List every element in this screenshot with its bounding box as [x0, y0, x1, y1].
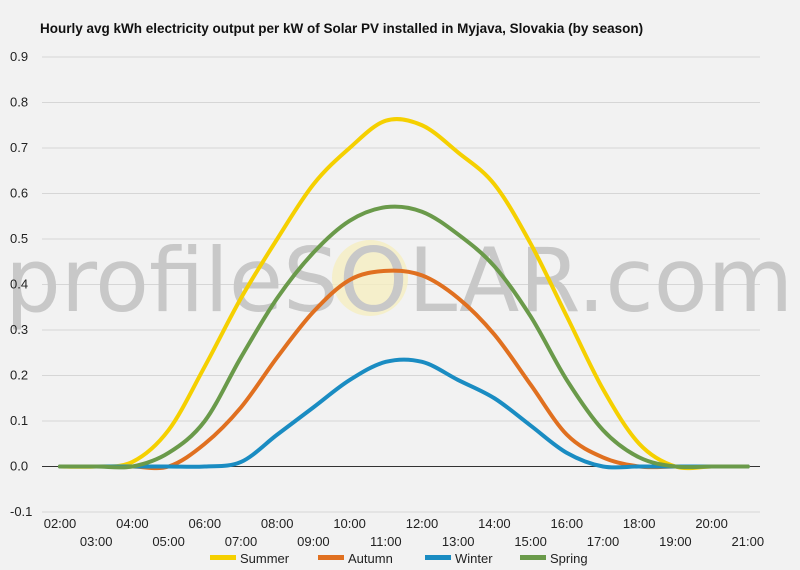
x-tick-label: 15:00 [514, 534, 547, 549]
legend-label: Spring [550, 551, 588, 566]
x-tick-label: 12:00 [406, 516, 439, 531]
y-tick-label: 0.4 [10, 277, 28, 292]
legend-swatch [425, 555, 451, 560]
x-tick-label: 10:00 [333, 516, 366, 531]
x-tick-label: 08:00 [261, 516, 294, 531]
x-tick-label: 21:00 [732, 534, 765, 549]
y-tick-label: 0.3 [10, 322, 28, 337]
x-tick-label: 17:00 [587, 534, 620, 549]
x-tick-label: 09:00 [297, 534, 330, 549]
x-tick-label: 13:00 [442, 534, 475, 549]
series-line-summer [58, 117, 750, 471]
y-tick-label: 0.0 [10, 459, 28, 474]
watermark-text: profileSOLAR.com [5, 229, 793, 332]
legend-label: Winter [455, 551, 493, 566]
y-tick-label: 0.6 [10, 186, 28, 201]
series-line-winter [58, 357, 750, 470]
chart-title: Hourly avg kWh electricity output per kW… [40, 21, 643, 36]
legend-label: Summer [240, 551, 290, 566]
y-tick-label: 0.8 [10, 95, 28, 110]
y-axis: -0.1 0.0 0.1 0.2 0.3 0.4 0.5 0.6 0.7 0.8 0.9 [10, 49, 32, 519]
legend-swatch [520, 555, 546, 560]
x-tick-label: 04:00 [116, 516, 149, 531]
y-tick-label: 0.1 [10, 413, 28, 428]
x-tick-label: 19:00 [659, 534, 692, 549]
x-tick-label: 07:00 [225, 534, 258, 549]
x-tick-label: 06:00 [189, 516, 222, 531]
series-line-spring [58, 204, 750, 470]
legend: Summer Autumn Winter Spring [210, 551, 588, 566]
x-tick-label: 02:00 [44, 516, 77, 531]
x-tick-label: 20:00 [695, 516, 728, 531]
x-tick-label: 14:00 [478, 516, 511, 531]
legend-swatch [318, 555, 344, 560]
y-tick-label: 0.5 [10, 231, 28, 246]
watermark: profileSOLAR.com [5, 229, 793, 332]
x-tick-label: 05:00 [152, 534, 185, 549]
y-tick-label: 0.9 [10, 49, 28, 64]
legend-label: Autumn [348, 551, 393, 566]
legend-swatch [210, 555, 236, 560]
y-tick-label: -0.1 [10, 504, 32, 519]
y-tick-label: 0.2 [10, 368, 28, 383]
x-tick-label: 16:00 [551, 516, 584, 531]
y-tick-label: 0.7 [10, 140, 28, 155]
watermark-sun-icon [332, 240, 408, 316]
x-tick-label: 03:00 [80, 534, 113, 549]
x-tick-label: 18:00 [623, 516, 656, 531]
x-tick-label: 11:00 [370, 534, 402, 549]
series-lines [58, 117, 750, 471]
